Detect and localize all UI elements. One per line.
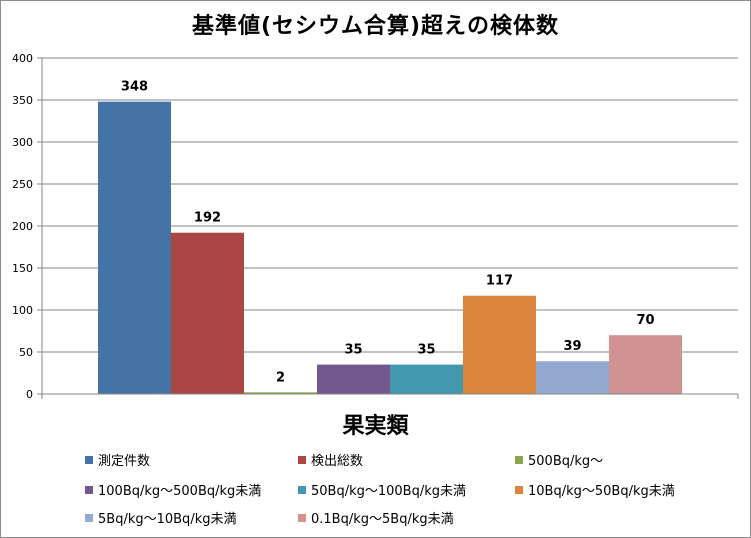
y-tick-label: 200 xyxy=(12,220,33,233)
legend-label: 500Bq/kg〜 xyxy=(528,454,604,469)
legend-swatch xyxy=(298,513,306,522)
plot-area: 348 192 2 35 35 117 39 70 0 50 100 150 200 250 300 350… xyxy=(12,52,739,401)
bar-8 xyxy=(609,335,682,394)
legend-label: 50Bq/kg〜100Bq/kg未満 xyxy=(311,484,467,499)
legend-label: 0.1Bq/kg〜5Bq/kg未満 xyxy=(311,512,454,527)
legend-item: 5Bq/kg〜10Bq/kg未満 xyxy=(85,508,236,527)
data-label-7: 39 xyxy=(563,339,581,354)
y-tick-label: 350 xyxy=(12,94,33,107)
y-tick-label: 250 xyxy=(12,178,33,191)
legend-label: 100Bq/kg〜500Bq/kg未満 xyxy=(98,484,262,499)
legend-item: 50Bq/kg〜100Bq/kg未満 xyxy=(298,480,466,499)
bar-6 xyxy=(463,295,536,394)
y-tick-label: 150 xyxy=(12,262,33,275)
y-tick-label: 100 xyxy=(12,304,33,317)
bar-3 xyxy=(244,392,317,394)
data-label-2: 192 xyxy=(194,211,221,226)
bar-1 xyxy=(98,101,171,395)
legend-item: 500Bq/kg〜 xyxy=(515,450,603,469)
legend-item: 0.1Bq/kg〜5Bq/kg未満 xyxy=(298,508,454,527)
legend-label: 10Bq/kg〜50Bq/kg未満 xyxy=(528,484,675,499)
legend-swatch xyxy=(85,513,93,522)
legend-swatch xyxy=(85,485,93,494)
y-tick-label: 0 xyxy=(26,388,33,401)
data-label-8: 70 xyxy=(636,313,654,328)
bar-7 xyxy=(536,361,609,394)
data-label-4: 35 xyxy=(344,343,362,358)
data-label-6: 117 xyxy=(486,274,513,289)
legend-swatch xyxy=(515,485,523,494)
bar-2 xyxy=(171,232,244,394)
legend-item: 測定件数 xyxy=(85,450,150,469)
legend-label: 測定件数 xyxy=(98,454,151,469)
legend-swatch xyxy=(85,455,93,464)
x-category-label: 果実類 xyxy=(342,414,409,439)
data-label-5: 35 xyxy=(417,343,435,358)
data-label-1: 348 xyxy=(121,80,148,95)
legend-label: 検出総数 xyxy=(311,454,364,469)
chart-title: 基準値(セシウム合算)超えの検体数 xyxy=(191,14,560,39)
legend-item: 検出総数 xyxy=(298,450,363,469)
bar-5 xyxy=(390,364,463,394)
legend-item: 100Bq/kg〜500Bq/kg未満 xyxy=(85,480,261,499)
legend-swatch xyxy=(298,485,306,494)
y-tick-label: 300 xyxy=(12,136,33,149)
y-tick-label: 400 xyxy=(12,52,33,65)
legend-item: 10Bq/kg〜50Bq/kg未満 xyxy=(515,480,675,499)
legend-swatch xyxy=(298,455,306,464)
bar-4 xyxy=(317,364,390,394)
legend-swatch xyxy=(515,455,523,464)
y-tick-label: 50 xyxy=(19,346,33,359)
legend-label: 5Bq/kg〜10Bq/kg未満 xyxy=(98,512,237,527)
data-label-3: 2 xyxy=(276,370,285,385)
